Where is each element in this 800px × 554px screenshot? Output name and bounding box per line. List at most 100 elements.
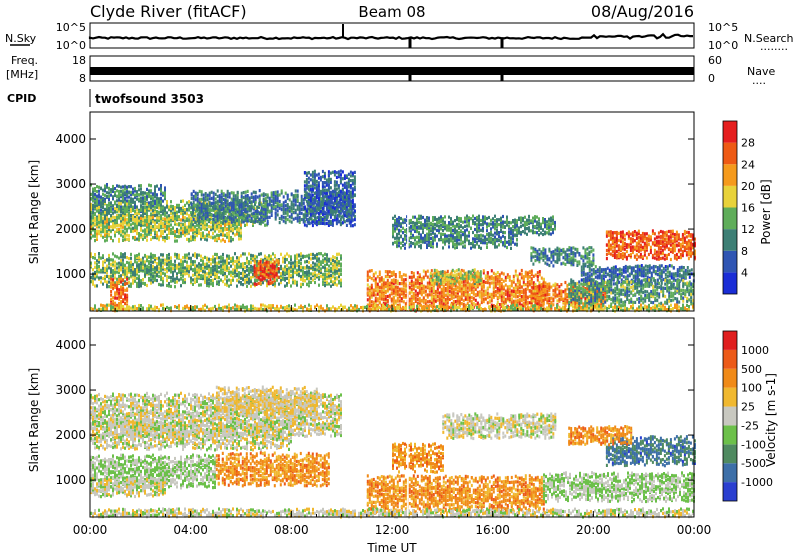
data-cell xyxy=(126,204,128,208)
data-cell xyxy=(276,260,278,264)
data-cell xyxy=(126,300,129,304)
data-cell xyxy=(150,257,152,262)
data-cell xyxy=(150,255,152,259)
data-cell xyxy=(154,227,156,231)
data-cell xyxy=(118,279,121,283)
data-cell xyxy=(162,224,164,228)
data-cell xyxy=(339,195,342,199)
data-cell xyxy=(140,223,142,227)
data-cell xyxy=(200,202,203,206)
data-cell xyxy=(132,221,134,225)
data-cell xyxy=(242,274,244,278)
data-cell xyxy=(412,292,415,296)
data-cell xyxy=(212,191,215,195)
data-cell xyxy=(319,203,322,207)
data-cell xyxy=(180,199,182,203)
data-cell xyxy=(148,272,150,276)
data-cell xyxy=(267,260,270,264)
data-cell xyxy=(202,259,204,263)
data-cell xyxy=(192,215,194,219)
data-cell xyxy=(96,206,98,210)
data-cell xyxy=(212,205,215,209)
data-cell xyxy=(122,269,124,274)
data-cell xyxy=(384,281,387,285)
data-cell xyxy=(331,189,334,193)
data-cell xyxy=(349,179,352,183)
data-cell xyxy=(138,223,140,227)
data-cell xyxy=(288,215,291,219)
data-cell xyxy=(122,220,124,224)
data-cell xyxy=(314,270,316,275)
data-cell xyxy=(347,172,350,176)
data-cell xyxy=(164,195,166,199)
data-cell xyxy=(140,184,142,188)
data-cell xyxy=(120,202,122,206)
data-cell xyxy=(216,264,218,268)
data-cell xyxy=(273,264,276,268)
data-cell xyxy=(327,177,330,181)
data-cell xyxy=(322,280,324,284)
data-cell xyxy=(380,283,383,287)
noise-left-tick-top: 10^5 xyxy=(56,21,86,34)
data-cell xyxy=(268,196,271,200)
data-cell xyxy=(398,289,401,293)
data-cell xyxy=(170,259,172,263)
data-cell xyxy=(349,203,352,207)
data-cell xyxy=(122,216,124,220)
data-cell xyxy=(342,217,345,221)
data-cell xyxy=(158,203,160,207)
data-cell xyxy=(170,209,172,213)
data-cell xyxy=(118,274,120,278)
data-cell xyxy=(116,184,118,188)
data-cell xyxy=(294,203,297,207)
data-cell xyxy=(196,219,199,223)
data-cell xyxy=(106,203,108,208)
data-cell xyxy=(194,254,196,258)
data-cell xyxy=(284,260,286,264)
data-cell xyxy=(202,266,204,270)
data-cell xyxy=(240,208,243,212)
data-cell xyxy=(214,235,216,239)
data-cell xyxy=(258,271,260,275)
data-cell xyxy=(196,191,199,196)
data-cell xyxy=(108,285,110,289)
data-cell xyxy=(347,177,350,181)
data-cell xyxy=(420,291,423,295)
data-cell xyxy=(220,213,223,217)
data-cell xyxy=(120,221,122,225)
data-cell xyxy=(337,193,340,197)
data-cell xyxy=(337,220,340,224)
data-cell xyxy=(246,219,249,223)
data-cell xyxy=(108,227,110,231)
data-cell xyxy=(440,287,443,291)
data-cell xyxy=(122,266,124,270)
data-cell xyxy=(196,203,199,207)
data-cell xyxy=(232,270,234,274)
data-cell xyxy=(112,285,114,289)
data-cell xyxy=(398,295,401,299)
data-cell xyxy=(330,262,332,266)
data-cell xyxy=(182,199,184,203)
data-cell xyxy=(474,285,477,289)
data-cell xyxy=(376,282,379,286)
data-cell xyxy=(196,199,199,203)
data-cell xyxy=(422,277,425,281)
data-cell xyxy=(402,295,405,299)
data-cell xyxy=(302,205,305,209)
data-cell xyxy=(220,198,223,202)
data-cell xyxy=(176,272,178,276)
data-cell xyxy=(436,289,439,293)
data-cell xyxy=(192,197,195,201)
data-cell xyxy=(472,296,475,300)
data-cell xyxy=(280,217,283,221)
data-cell xyxy=(414,296,417,300)
data-cell xyxy=(333,218,336,222)
data-cell xyxy=(210,208,213,212)
data-cell xyxy=(164,229,166,233)
data-cell xyxy=(100,198,102,202)
data-cell xyxy=(140,187,142,191)
data-cell xyxy=(456,291,459,295)
data-cell xyxy=(284,207,287,211)
data-cell xyxy=(430,295,433,300)
data-cell xyxy=(351,171,354,175)
